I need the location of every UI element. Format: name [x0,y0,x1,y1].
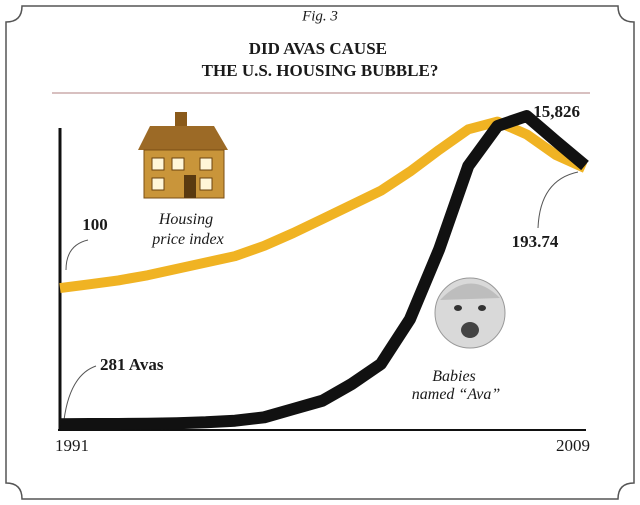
figure-label: Fig. 3 [301,8,338,24]
data-label: 15,826 [533,102,580,121]
x-tick-label: 1991 [55,436,89,455]
series-label: Housing price index [151,211,224,248]
plot-area [59,110,589,431]
leader-line [537,171,579,229]
leader-line [65,239,89,271]
data-label: 100 [82,215,108,234]
series-line [59,110,589,431]
house-icon [138,112,228,199]
series-label: Babies named “Ava” [412,368,501,403]
baby-icon [434,277,506,349]
x-tick-label: 2009 [556,436,590,455]
chart-title: DID AVAS CAUSE THE U.S. HOUSING BUBBLE? [202,39,439,80]
data-label: 281 Avas [100,355,164,374]
data-label: 193.74 [512,232,559,251]
leader-line [63,365,97,421]
